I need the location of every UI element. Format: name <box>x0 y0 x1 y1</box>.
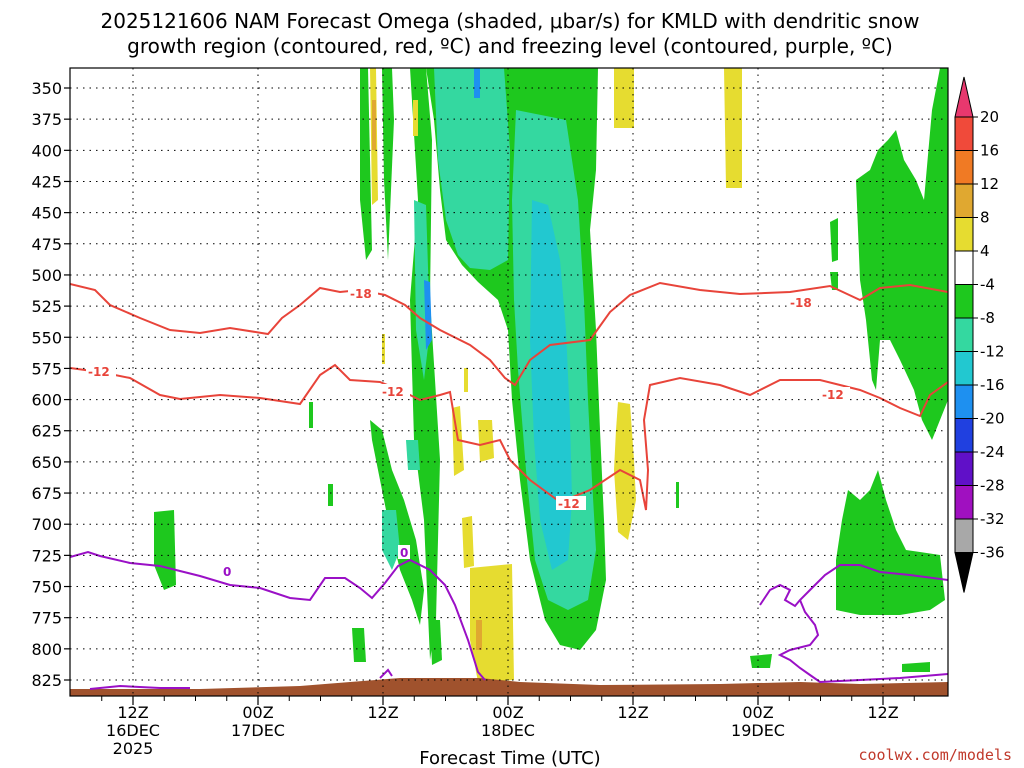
contour-label-minus12-d: -12 <box>822 388 844 402</box>
contour-label-zero-a: 0 <box>400 546 408 560</box>
x-axis-title: Forecast Time (UTC) <box>419 748 600 768</box>
y-tick-label: 775 <box>31 609 62 628</box>
chart-title-line2: growth region (contoured, red, ºC) and f… <box>127 34 893 58</box>
colorbar-label: -36 <box>980 544 1005 562</box>
colorbar-top-arrow <box>954 76 974 118</box>
colorbar-label: 12 <box>980 175 999 193</box>
y-tick-label: 500 <box>31 266 62 285</box>
colorbar-label: 20 <box>980 108 999 126</box>
y-tick-label: 425 <box>31 172 62 191</box>
colorbar-segment <box>954 116 974 151</box>
colorbar-label: -20 <box>980 410 1005 428</box>
contour-zero-surface <box>89 684 190 690</box>
colorbar-segment <box>954 183 974 218</box>
colorbar: 20 16 12 8 4 -4 -8 -12 -16 -20 -24 -28 -32 -36 <box>954 76 1005 593</box>
colorbar-label: -32 <box>980 510 1005 528</box>
terrain <box>70 678 948 696</box>
colorbar-segment <box>954 284 974 319</box>
colorbar-label: -12 <box>980 343 1005 361</box>
colorbar-segment <box>954 384 974 419</box>
contour-zero-right-lower <box>777 599 948 684</box>
colorbar-segment <box>954 150 974 185</box>
omega-yellow-regions <box>370 68 742 682</box>
x-tick-label: 00Z <box>492 703 523 722</box>
y-tick-label: 725 <box>31 546 62 565</box>
colorbar-label: -8 <box>980 309 995 327</box>
x-tick-label: 12Z <box>367 703 398 722</box>
y-tick-label: 550 <box>31 328 62 347</box>
y-tick-label: 450 <box>31 204 62 223</box>
vertical-gridlines <box>132 68 884 696</box>
contour-label-minus12-a: -12 <box>88 365 110 379</box>
contour-labels: -18 -12 -12 -12 -18 -12 0 0 <box>86 286 850 579</box>
y-tick-label: 475 <box>31 235 62 254</box>
y-tick-label: 625 <box>31 422 62 441</box>
x-tick-label: 12Z <box>867 703 898 722</box>
y-tick-label: 525 <box>31 297 62 316</box>
omega-blue-regions <box>424 68 480 350</box>
colorbar-bottom-arrow <box>954 552 974 593</box>
colorbar-segment <box>954 451 974 486</box>
contour-label-minus18-a: -18 <box>350 287 372 301</box>
colorbar-segment <box>954 518 974 553</box>
colorbar-segment <box>954 351 974 386</box>
colorbar-label: 8 <box>980 209 990 227</box>
y-tick-label: 400 <box>31 141 62 160</box>
x-tick-label: 2025 <box>113 739 154 758</box>
x-tick-label: 12Z <box>117 703 148 722</box>
x-tick-label: 00Z <box>242 703 273 722</box>
chart-title-line1: 2025121606 NAM Forecast Omega (shaded, μ… <box>101 9 920 33</box>
contour-label-zero-b: 0 <box>223 565 231 579</box>
colorbar-label: 16 <box>980 142 999 160</box>
colorbar-segment <box>954 418 974 453</box>
plot-area: -18 -12 -12 -12 -18 -12 0 0 <box>70 68 948 696</box>
y-tick-label: 575 <box>31 359 62 378</box>
colorbar-label: 4 <box>980 242 990 260</box>
y-tick-label: 750 <box>31 578 62 597</box>
y-tick-label: 650 <box>31 453 62 472</box>
contour-minus18 <box>70 281 948 387</box>
colorbar-label: -16 <box>980 376 1005 394</box>
contour-label-minus12-c: -12 <box>558 497 580 511</box>
credit-text: coolwx.com/models <box>858 746 1012 764</box>
omega-cyan-regions <box>530 200 572 570</box>
contour-zero-right <box>759 564 948 608</box>
contour-label-minus12-b: -12 <box>382 385 404 399</box>
contour-label-minus18-b: -18 <box>790 296 812 310</box>
colorbar-label: -28 <box>980 477 1005 495</box>
y-tick-label: 350 <box>31 79 62 98</box>
colorbar-label: -4 <box>980 276 995 294</box>
plot-frame <box>69 67 949 697</box>
y-tick-label: 675 <box>31 484 62 503</box>
x-tick-label: 12Z <box>617 703 648 722</box>
x-tick-label: 17DEC <box>231 721 285 740</box>
colorbar-segment <box>954 317 974 352</box>
colorbar-label: -24 <box>980 443 1005 461</box>
y-tick-label: 700 <box>31 515 62 534</box>
y-tick-label: 375 <box>31 110 62 129</box>
y-tick-label: 825 <box>31 671 62 690</box>
contour-zero-left <box>70 550 486 681</box>
y-tick-label: 600 <box>31 391 62 410</box>
x-tick-label: 16DEC <box>106 721 160 740</box>
colorbar-segment <box>954 485 974 520</box>
colorbar-segment <box>954 250 974 285</box>
omega-orange-regions <box>372 100 482 650</box>
colorbar-segment <box>954 217 974 252</box>
y-axis: 350 375 400 425 450 475 500 525 550 575 600 625 650 6… <box>31 79 70 690</box>
x-tick-label: 00Z <box>742 703 773 722</box>
x-tick-label: 19DEC <box>731 721 785 740</box>
y-tick-label: 800 <box>31 640 62 659</box>
contour-zero-spot <box>379 668 393 679</box>
contour-minus12 <box>70 363 948 511</box>
x-tick-label: 18DEC <box>481 721 535 740</box>
